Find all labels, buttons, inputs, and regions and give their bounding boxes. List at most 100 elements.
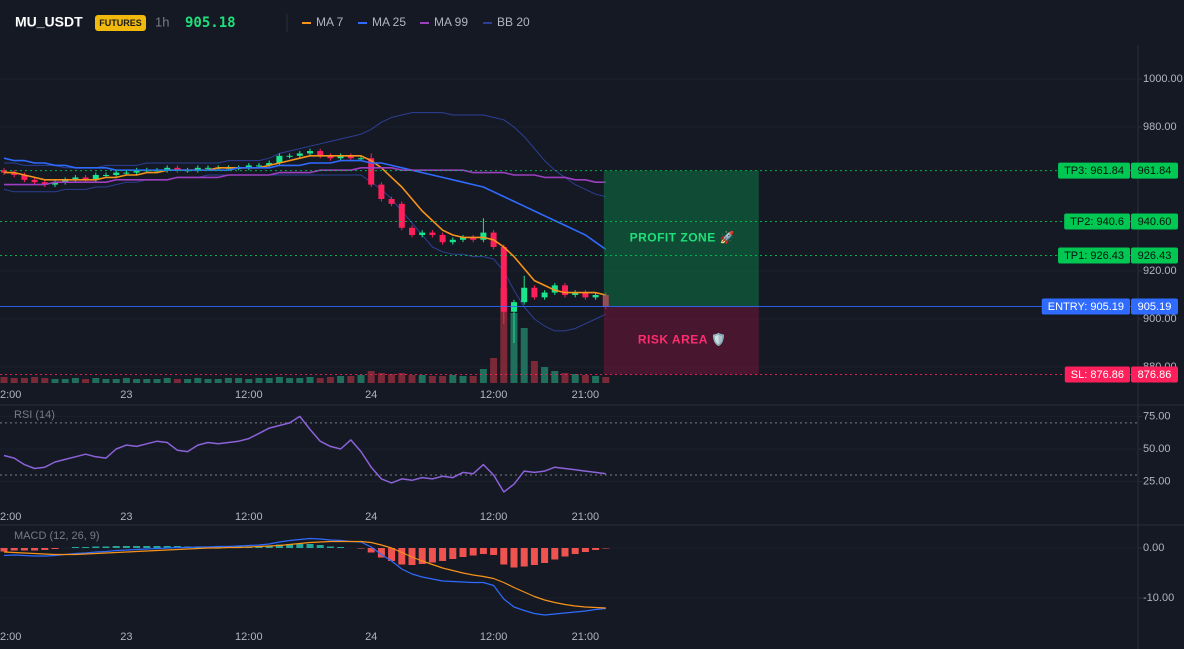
macd-histogram-bar [296,544,304,548]
volume-bar [224,378,232,383]
level-tag [1064,366,1130,383]
volume-bar [530,361,538,383]
macd-histogram-bar [388,548,396,561]
x-tick-label: 21:00 [572,389,600,401]
volume-bar [173,379,181,383]
candle-body [582,292,589,298]
candle-body [551,285,558,293]
level-tag-label: ENTRY: 905.19 [1048,301,1124,313]
volume-bar [286,378,294,383]
candle-body [245,165,252,168]
candle-body [133,170,140,173]
legend-label: MA 7 [316,15,344,29]
volume-bar [0,377,8,383]
trade-zone [603,306,759,375]
macd-histogram-bar [0,548,8,552]
moving-average [4,155,606,296]
x-tick-label: 23 [120,389,132,401]
level-tag [1064,213,1130,230]
y-tick-label: 920.00 [1143,265,1177,277]
macd-histogram-bar [31,548,39,551]
candle-body [317,151,324,156]
y-tick-label: 980.00 [1143,121,1177,133]
macd-histogram-bar [153,546,161,548]
macd-histogram-bar [337,547,345,548]
candle-body [500,246,507,312]
macd-histogram-bar [469,548,477,556]
macd-histogram-bar [163,546,171,548]
volume-bar [92,378,100,383]
macd-histogram-bar [255,546,263,548]
candle-body [388,199,395,204]
price-tag-label: 876.86 [1138,369,1172,381]
macd-histogram-bar [592,548,600,550]
trade-zone [603,170,759,307]
candle-body [21,175,28,180]
legend-label: MA 25 [372,15,406,29]
volume-bar [377,373,385,383]
candle-body [327,155,334,159]
candle-body [256,165,262,167]
macd-histogram-bar [459,548,467,557]
candle-body [113,172,120,176]
candle-body [82,177,89,180]
candle-body [62,179,69,183]
symbol: MU_USDT [15,14,83,30]
macd-histogram-bar [92,546,100,548]
macd-histogram-bar [479,548,487,554]
price-tag-label: 940.60 [1138,216,1172,228]
volume-bar [214,379,222,383]
price-tag-label: 926.43 [1138,250,1172,262]
candle-body [449,239,456,243]
volume-bar [275,377,283,383]
candle-body [296,153,303,156]
legend-label: MA 99 [434,15,468,29]
x-tick-label: 24 [365,631,377,643]
price-tag [1131,213,1178,230]
x-tick-label: 2:00 [0,389,21,401]
candle-body [592,294,599,298]
volume-bar [41,378,49,383]
volume-bar [357,375,365,383]
macd-histogram-bar [102,546,110,548]
candle-body [429,232,436,235]
volume-bar [326,377,334,383]
candle-body [307,151,313,154]
legend-label: BB 20 [497,15,530,29]
volume-bar [184,379,192,383]
badge: FUTURES [99,18,142,28]
macd-histogram-bar [265,546,273,548]
candle-body [398,203,405,228]
badge-bg [95,15,146,31]
macd-histogram-bar [71,547,79,548]
volume-bar [245,379,253,383]
y-tick-label: -10.00 [1143,592,1174,604]
candle-body [409,227,415,235]
volume-bar [428,376,436,383]
volume-bar [561,373,569,383]
x-tick-label: 12:00 [480,511,508,523]
level-tag-label: TP2: 940.6 [1070,216,1124,228]
y-tick-label: 0.00 [1143,542,1164,554]
volume-bar [265,378,273,383]
macd-histogram-bar [377,548,385,558]
macd-line [3,537,606,616]
candle-body [521,287,528,303]
level-tag [1058,162,1130,179]
macd-histogram-bar [143,546,151,548]
volume-bar [112,379,120,383]
macd-line [3,540,606,609]
volume-bar [418,375,426,383]
zone-label: PROFIT ZONE 🚀 [630,231,735,245]
volume-bar [581,375,589,383]
candle-body [531,287,538,298]
candle-body [174,167,181,171]
candle-body [378,184,385,200]
macd-histogram-bar [428,548,436,563]
volume-bar [500,288,508,383]
macd-histogram-bar [51,548,59,549]
candle-body [103,175,109,177]
macd-histogram-bar [500,548,508,565]
macd-histogram-bar [510,548,518,568]
